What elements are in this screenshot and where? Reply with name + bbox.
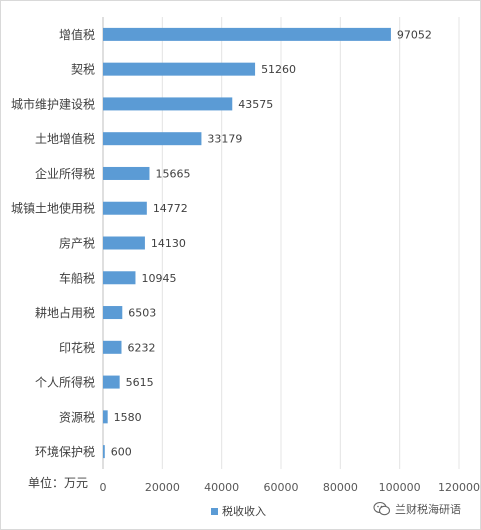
bar bbox=[103, 445, 105, 459]
legend-swatch bbox=[211, 507, 218, 515]
data-label: 51260 bbox=[261, 63, 296, 76]
category-label: 增值税 bbox=[59, 27, 95, 42]
bar bbox=[103, 271, 136, 285]
value-labels: 97052 51260 43575 33179 15665 14772 14130 10945… bbox=[111, 28, 432, 458]
category-label: 印花税 bbox=[59, 340, 95, 355]
data-label: 5615 bbox=[126, 376, 154, 389]
data-label: 6232 bbox=[127, 341, 155, 354]
data-label: 14130 bbox=[151, 237, 186, 250]
x-tick-labels: 0 20000 40000 60000 80000 100000 120000 bbox=[100, 481, 481, 494]
x-tick-label: 80000 bbox=[323, 481, 358, 494]
data-label: 14772 bbox=[153, 202, 188, 215]
x-tick-label: 120000 bbox=[438, 481, 480, 494]
bar bbox=[103, 166, 150, 180]
x-tick-label: 0 bbox=[100, 481, 107, 494]
category-label: 城镇土地使用税 bbox=[11, 201, 95, 216]
category-label: 契税 bbox=[71, 63, 95, 77]
bar bbox=[103, 306, 123, 320]
legend-label: 税收收入 bbox=[222, 505, 266, 518]
category-label: 城市维护建设税 bbox=[11, 96, 95, 111]
category-label: 资源税 bbox=[59, 410, 95, 424]
data-label: 97052 bbox=[397, 28, 432, 41]
category-label: 个人所得税 bbox=[35, 375, 95, 390]
gridlines bbox=[102, 17, 460, 469]
legend: 税收收入 bbox=[211, 503, 266, 519]
bar bbox=[103, 27, 391, 41]
bar bbox=[103, 340, 122, 354]
data-label: 600 bbox=[111, 446, 132, 459]
data-label: 10945 bbox=[141, 272, 176, 285]
x-tick-label: 40000 bbox=[204, 481, 239, 494]
watermark-text: 兰财税海研语 bbox=[395, 503, 461, 516]
category-label: 企业所得税 bbox=[35, 166, 95, 181]
data-label: 15665 bbox=[155, 167, 190, 180]
watermark: 兰财税海研语 bbox=[373, 501, 461, 517]
bar bbox=[103, 132, 202, 146]
data-label: 33179 bbox=[207, 133, 242, 146]
bar bbox=[103, 97, 233, 111]
data-label: 43575 bbox=[238, 98, 273, 111]
x-tick-label: 20000 bbox=[145, 481, 180, 494]
bar bbox=[103, 236, 145, 250]
bar bbox=[103, 410, 108, 424]
category-labels: 增值税契税城市维护建设税土地增值税企业所得税城镇土地使用税房产税车船税耕地占用税… bbox=[11, 27, 95, 459]
data-label: 6503 bbox=[128, 307, 156, 320]
bar bbox=[103, 62, 256, 76]
data-label: 1580 bbox=[114, 411, 142, 424]
unit-label: 单位：万元 bbox=[28, 476, 89, 490]
category-label: 环境保护税 bbox=[35, 444, 95, 459]
category-label: 土地增值税 bbox=[35, 131, 95, 146]
category-label: 车船税 bbox=[59, 270, 95, 285]
category-label: 房产税 bbox=[59, 236, 95, 251]
bars bbox=[103, 27, 391, 459]
wechat-icon bbox=[373, 501, 391, 516]
category-label: 耕地占用税 bbox=[35, 305, 95, 320]
bar bbox=[103, 375, 120, 389]
bar bbox=[103, 201, 147, 215]
x-tick-label: 100000 bbox=[379, 481, 421, 494]
x-tick-label: 60000 bbox=[264, 481, 299, 494]
